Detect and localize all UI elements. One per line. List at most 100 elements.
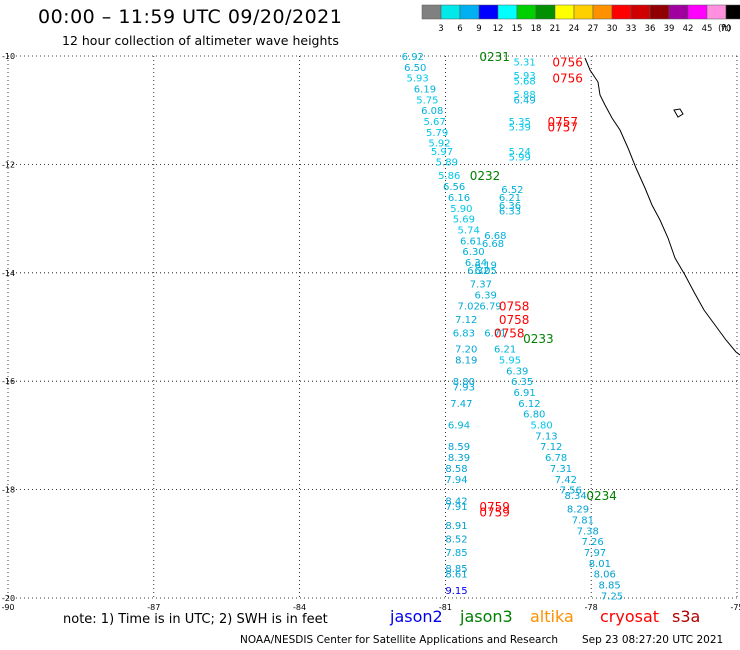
swh-value: 6.92 <box>402 52 424 63</box>
swh-value: 5.92 <box>428 139 450 150</box>
time-label: 0758 <box>499 313 530 327</box>
swh-value: 8.29 <box>567 505 589 516</box>
swh-value: 7.42 <box>555 475 577 486</box>
swh-value: 8.80 <box>453 377 475 388</box>
swh-value: 7.94 <box>445 475 467 486</box>
swh-value: 6.78 <box>545 453 567 464</box>
time-labels: 0231 075607560757075702320758075807580233… <box>470 50 617 519</box>
swh-value: 7.25 <box>601 591 623 602</box>
scale-label: 30 <box>607 24 618 34</box>
swh-value: 7.91 <box>445 502 467 513</box>
swh-value: 6.50 <box>404 63 426 74</box>
x-tick-label: -84 <box>293 603 306 612</box>
swh-value: 6.34 <box>465 258 487 269</box>
scale-label: 36 <box>645 24 656 34</box>
swh-value: 8.52 <box>445 534 467 545</box>
swh-value: 8.39 <box>448 453 470 464</box>
swh-value: 7.81 <box>572 515 594 526</box>
swh-value: 7.31 <box>550 464 572 475</box>
swh-value: 5.67 <box>424 117 446 128</box>
swh-value: 6.83 <box>453 328 475 339</box>
swh-value: 7.12 <box>455 315 477 326</box>
swh-value: 6.39 <box>475 290 497 301</box>
swh-value: 7.97 <box>584 548 606 559</box>
swh-value: 6.21 <box>499 193 521 204</box>
swh-value: 7.26 <box>581 537 603 548</box>
swh-value: 6.19 <box>414 85 436 96</box>
y-tick-label: -10 <box>2 52 15 61</box>
credit-text: NOAA/NESDIS Center for Satellite Applica… <box>240 634 558 646</box>
swh-value: 5.24 <box>509 147 531 158</box>
time-label: 0759 <box>479 500 510 514</box>
scale-label: (ft) <box>718 24 731 34</box>
scale-label: 3 <box>438 24 443 34</box>
swh-value: 7.20 <box>455 345 477 356</box>
scale-label: 6 <box>457 24 462 34</box>
swh-value: 8.91 <box>445 521 467 532</box>
map-title: 00:00 – 11:59 UTC 09/20/2021 <box>38 6 343 28</box>
swh-value: 6.68 <box>482 239 504 250</box>
x-tick-label: -78 <box>585 603 598 612</box>
scale-label: 42 <box>683 24 694 34</box>
swh-value: 6.71 <box>484 328 506 339</box>
swh-value: 5.97 <box>431 147 453 158</box>
swh-value: 6.35 <box>511 377 533 388</box>
swh-value: 5.68 <box>513 76 535 87</box>
swh-value: 6.80 <box>523 410 545 421</box>
swh-value: 8.19 <box>455 356 477 367</box>
map-subtitle: 12 hour collection of altimeter wave hei… <box>62 33 339 48</box>
swh-value: 5.86 <box>438 171 460 182</box>
time-label: 0232 <box>470 169 501 183</box>
swh-value: 6.68 <box>484 231 506 242</box>
swh-value: 6.49 <box>513 95 535 106</box>
coastline <box>584 57 740 356</box>
swh-value: 6.94 <box>448 421 470 432</box>
swh-value: 5.89 <box>436 158 458 169</box>
swh-value: 6.61 <box>460 236 482 247</box>
swh-value: 6.16 <box>448 193 470 204</box>
swh-value: 5.93 <box>407 74 429 85</box>
swh-value: 6.36 <box>499 201 521 212</box>
legend-jason2: jason2 <box>390 607 443 626</box>
swh-value: 5.79 <box>426 128 448 139</box>
swh-value: 9.15 <box>445 586 467 597</box>
scale-label: 9 <box>476 24 481 34</box>
color-scale: 3 6 9 12 15 18 21 24 27 30 33 36 39 42 45 70(ft) <box>421 4 740 34</box>
swh-value: 7.38 <box>577 526 599 537</box>
time-label: 0758 <box>494 326 525 340</box>
axis-labels: -10 -12 -14 -16 -18 -20-90 -87 -84 -81 -78 -75 <box>1 52 740 612</box>
swh-value: 5.75 <box>416 95 438 106</box>
swh-value: 5.99 <box>509 152 531 163</box>
swh-value: 6.91 <box>513 388 535 399</box>
time-label: 0756 <box>552 55 583 69</box>
swh-value: 6.19 <box>475 261 497 272</box>
swh-value: 6.21 <box>494 345 516 356</box>
legend-altika: altika <box>530 607 574 626</box>
swh-value: 6.52 <box>501 185 523 196</box>
swh-value: 8.85 <box>445 564 467 575</box>
swh-value: 8.34 <box>564 491 586 502</box>
swh-value: 6.12 <box>518 399 540 410</box>
scale-swatch <box>725 4 740 20</box>
scale-label: 70 <box>721 24 732 34</box>
swh-value: 5.93 <box>513 71 535 82</box>
swh-value: 7.12 <box>540 442 562 453</box>
time-label: 0758 <box>499 299 530 313</box>
swh-value: 8.58 <box>445 464 467 475</box>
swh-value: 5.90 <box>450 204 472 215</box>
scale-label: 33 <box>626 24 637 34</box>
swh-value: 7.02 <box>458 301 480 312</box>
swh-value: 6.39 <box>506 366 528 377</box>
scale-label: 24 <box>569 24 580 34</box>
swh-value: 7.56 <box>560 486 582 497</box>
x-tick-label: -75 <box>730 603 740 612</box>
y-tick-label: -20 <box>2 594 15 603</box>
time-label: 0757 <box>547 115 578 129</box>
swh-value: 6.79 <box>479 301 501 312</box>
island-path <box>673 108 684 118</box>
swh-value: 5.35 <box>509 117 531 128</box>
swh-value: 6.33 <box>499 206 521 217</box>
swh-value: 7.13 <box>535 431 557 442</box>
x-tick-label: -90 <box>1 603 14 612</box>
timestamp-text: Sep 23 08:27:20 UTC 2021 <box>582 634 724 646</box>
